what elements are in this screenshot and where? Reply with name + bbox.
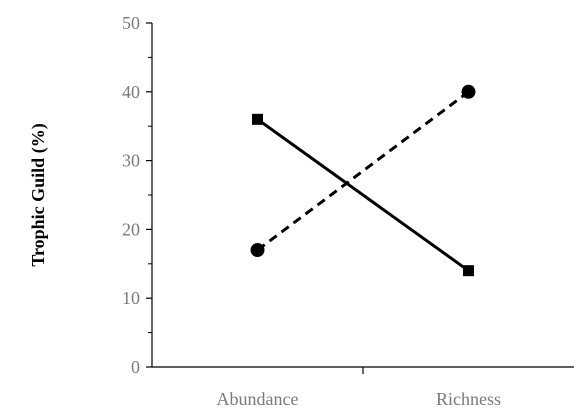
- data-point-circle: [461, 84, 476, 99]
- data-point-square: [252, 113, 263, 125]
- data-point-square: [463, 265, 474, 277]
- y-tick-label: 10: [122, 288, 140, 308]
- series-line-2: [256, 90, 470, 252]
- series-line-1: [256, 118, 470, 272]
- y-axis-title: Trophic Guild (%): [28, 123, 49, 266]
- x-tick-label: Richness: [436, 389, 501, 409]
- x-tick-label: Abundance: [217, 389, 299, 409]
- y-tick-label: 0: [131, 357, 140, 377]
- x-ticks: Abundance Richness: [217, 367, 501, 409]
- y-tick-label: 50: [122, 13, 140, 33]
- y-tick-label: 20: [122, 219, 140, 239]
- y-tick-label: 30: [122, 151, 140, 171]
- data-point-circle: [250, 243, 265, 258]
- y-tick-label: 40: [122, 82, 140, 102]
- series-layer: [250, 84, 476, 277]
- y-ticks: 0 10 20 30 40 50: [122, 13, 152, 377]
